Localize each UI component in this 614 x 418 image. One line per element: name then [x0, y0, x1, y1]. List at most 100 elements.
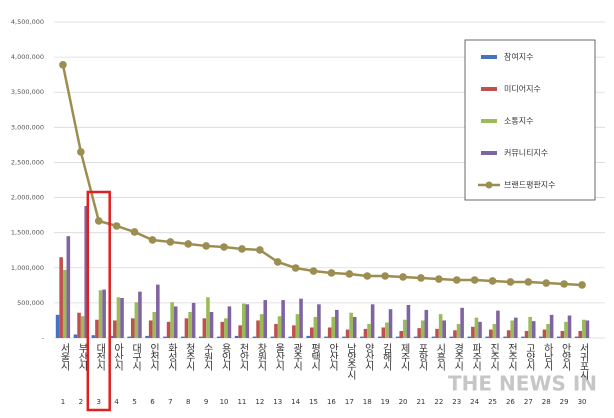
- bar: [370, 304, 375, 338]
- bar: [388, 309, 393, 338]
- bar: [277, 316, 282, 338]
- bar: [496, 310, 500, 338]
- bar: [252, 336, 257, 338]
- line-marker: [166, 238, 175, 246]
- x-tick-label: 전주시: [505, 343, 517, 370]
- rank-label: 3: [96, 398, 101, 406]
- rank-label: 25: [488, 398, 497, 406]
- bar: [399, 330, 404, 338]
- bar: [181, 336, 185, 338]
- x-tick-label: 포항시: [415, 343, 427, 370]
- x-tick-label: 파주시: [469, 343, 481, 370]
- x-tick-label: 진주시: [487, 343, 499, 370]
- rank-label: 5: [132, 398, 137, 406]
- x-tick-label: 서울시: [57, 343, 69, 370]
- bar: [270, 336, 275, 338]
- x-tick-label: 고양시: [523, 343, 535, 370]
- legend-label: 커뮤니티지수: [504, 148, 548, 158]
- rank-label: 24: [470, 398, 480, 406]
- bar: [145, 335, 149, 338]
- bar: [77, 312, 81, 338]
- x-tick-label: 광주시: [290, 343, 302, 370]
- bar: [274, 323, 278, 338]
- bar: [549, 314, 554, 338]
- x-tick-label: 남양주시: [344, 343, 356, 379]
- bar: [542, 329, 547, 338]
- bar: [420, 320, 425, 338]
- rank-label: 20: [398, 398, 408, 406]
- y-tick-label: 3,000,000: [11, 123, 44, 131]
- x-tick-label: 화성시: [165, 343, 177, 370]
- x-tick-label: 청주시: [183, 343, 195, 370]
- bar: [295, 314, 300, 338]
- legend-swatch: [481, 55, 497, 59]
- line-marker: [327, 269, 336, 277]
- x-tick-label: 김해시: [380, 343, 392, 370]
- bar: [84, 205, 89, 338]
- rank-label: 10: [219, 398, 229, 406]
- line-marker: [309, 267, 318, 275]
- bar: [406, 304, 411, 338]
- bar: [166, 321, 171, 338]
- bar: [206, 297, 210, 338]
- bar: [567, 315, 572, 338]
- bar: [256, 320, 260, 338]
- line-marker: [506, 278, 515, 286]
- bar: [546, 323, 550, 338]
- bar: [191, 302, 196, 338]
- bar: [327, 327, 332, 338]
- bar: [324, 336, 328, 338]
- bar: [582, 319, 586, 338]
- line-marker: [488, 277, 497, 285]
- bar: [342, 336, 346, 338]
- bar: [241, 303, 246, 338]
- y-tick-label: 2,500,000: [11, 158, 44, 166]
- x-tick-label: 용인시: [219, 343, 231, 370]
- bar: [234, 335, 239, 338]
- line-marker: [542, 279, 551, 287]
- bar: [263, 300, 268, 338]
- bar: [539, 336, 543, 338]
- bar: [510, 320, 515, 338]
- line-marker: [452, 276, 461, 284]
- bar: [385, 322, 389, 338]
- legend-swatch: [481, 151, 497, 155]
- line-marker: [273, 258, 282, 266]
- bar: [367, 323, 371, 338]
- rank-label: 26: [505, 398, 515, 406]
- bar: [506, 330, 511, 338]
- line-marker: [256, 246, 264, 254]
- line-marker: [524, 278, 533, 286]
- rank-label: 28: [541, 398, 551, 406]
- bar: [381, 327, 386, 338]
- bar: [521, 336, 525, 338]
- legend-swatch: [481, 87, 497, 91]
- bar: [55, 314, 60, 338]
- bar: [163, 336, 167, 338]
- line-marker: [399, 273, 407, 281]
- rank-label: 21: [416, 398, 426, 406]
- x-tick-label: 수원시: [201, 343, 213, 370]
- bar: [345, 329, 350, 338]
- bar: [309, 327, 314, 338]
- y-tick-label: 3,500,000: [11, 88, 44, 96]
- rank-label: 27: [523, 398, 533, 406]
- rank-label: 6: [150, 398, 155, 406]
- bar: [363, 328, 368, 338]
- bar: [306, 335, 310, 338]
- x-tick-label: 안산시: [326, 343, 338, 370]
- line-marker: [148, 236, 157, 244]
- rank-label: 30: [577, 398, 587, 406]
- rank-label: 23: [452, 398, 462, 406]
- bar: [138, 291, 142, 338]
- x-tick-label: 서귀포시: [577, 343, 589, 379]
- legend-swatch: [481, 119, 497, 123]
- bar: [403, 319, 407, 338]
- x-tick-label: 대구시: [129, 343, 141, 370]
- bar: [152, 312, 157, 338]
- line-marker: [417, 274, 425, 282]
- highlight-box: [86, 190, 111, 412]
- bar: [91, 335, 96, 338]
- watermark: THE NEWS IN: [448, 372, 597, 396]
- rank-label: 15: [309, 398, 318, 406]
